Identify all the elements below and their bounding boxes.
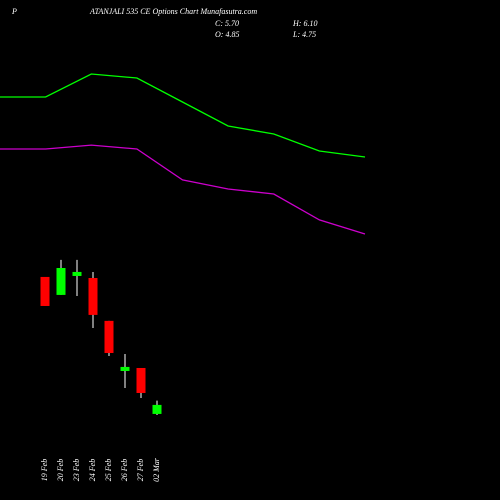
high-stat: H: 6.10 xyxy=(292,19,317,28)
close-stat: C: 5.70 xyxy=(215,19,239,28)
x-tick-label: 26 Feb xyxy=(120,459,129,481)
x-tick-label: 27 Feb xyxy=(136,459,145,481)
candle-body xyxy=(88,278,98,315)
candle-body xyxy=(104,320,114,353)
open-stat: O: 4.85 xyxy=(215,30,239,39)
candle-body xyxy=(40,276,50,306)
x-tick-label: 23 Feb xyxy=(72,459,81,481)
x-tick-label: 02 Mar xyxy=(152,457,161,482)
candle-body xyxy=(136,367,146,393)
low-stat: L: 4.75 xyxy=(292,30,316,39)
x-tick-label: 19 Feb xyxy=(40,459,49,481)
average-line xyxy=(0,73,366,158)
candle-body xyxy=(56,268,66,295)
candle-body xyxy=(152,404,162,414)
candle-body xyxy=(120,366,130,371)
average-line xyxy=(0,144,366,235)
x-tick-label: 24 Feb xyxy=(88,459,97,481)
x-tick-label: 20 Feb xyxy=(56,459,65,481)
chart-title: ATANJALI 535 CE Options Chart Munafasutr… xyxy=(89,7,257,16)
candle-body xyxy=(72,271,82,276)
x-tick-label: 25 Feb xyxy=(104,459,113,481)
title-prefix: P xyxy=(11,7,17,16)
